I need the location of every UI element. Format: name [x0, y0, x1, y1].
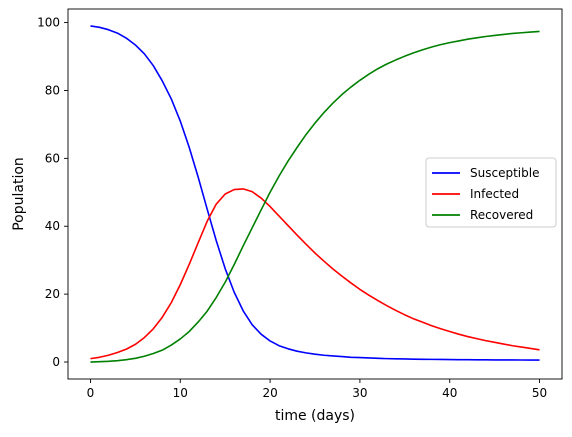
y-tick-label: 0 — [52, 355, 60, 369]
y-tick-label: 60 — [45, 151, 60, 165]
legend-box — [425, 157, 557, 228]
legend-label-susceptible: Susceptible — [470, 166, 539, 180]
y-axis-label: Population — [11, 157, 27, 231]
legend-label-infected: Infected — [470, 187, 519, 201]
y-tick-label: 20 — [45, 287, 60, 301]
x-tick-label: 0 — [87, 386, 95, 400]
y-tick-label: 100 — [37, 16, 60, 30]
x-tick-label: 10 — [173, 386, 188, 400]
axes: 0 10 20 30 40 50 0 20 40 60 80 100 — [37, 8, 563, 400]
x-tick-label: 30 — [352, 386, 367, 400]
plot-area — [90, 25, 540, 363]
series-line-infected — [90, 188, 540, 360]
series-line-recovered — [90, 30, 540, 363]
series-line-susceptible — [90, 25, 540, 361]
y-tick-label: 80 — [45, 83, 60, 97]
y-tick-label: 40 — [45, 219, 60, 233]
legend: Susceptible Infected Recovered — [425, 157, 557, 228]
x-tick-label: 20 — [262, 386, 277, 400]
legend-label-recovered: Recovered — [470, 208, 533, 222]
axes-frame — [67, 8, 563, 380]
x-tick-label: 40 — [442, 386, 457, 400]
x-tick-label: 50 — [532, 386, 547, 400]
x-axis-label: time (days) — [275, 408, 355, 424]
